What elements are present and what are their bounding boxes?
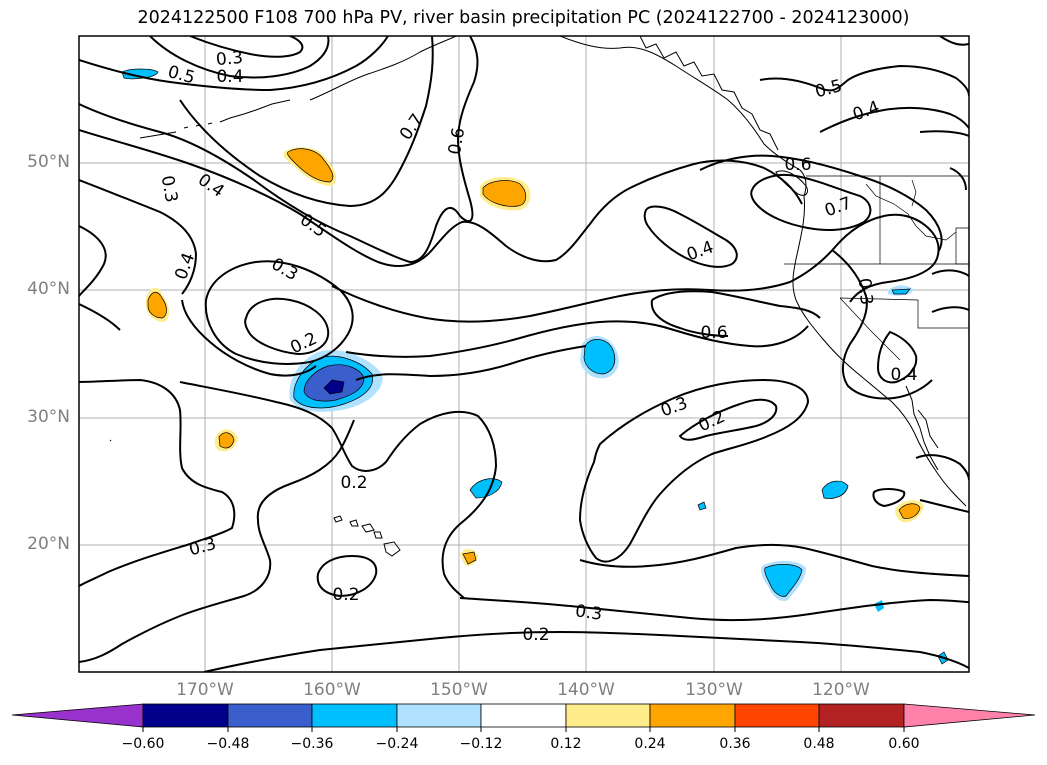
colorbar-extend-high xyxy=(903,703,1036,728)
precip-blobs xyxy=(121,68,949,665)
contour-label: 0.4 xyxy=(216,67,243,87)
contour-label: 0.2 xyxy=(340,473,367,493)
lon-label-150w: 150°W xyxy=(430,680,488,700)
lat-label-30n: 30°N xyxy=(27,407,70,427)
colorbar-tick-label: 0.12 xyxy=(550,736,582,752)
contour-label: 0.5 xyxy=(166,62,197,88)
contour-label: 0.3 xyxy=(574,601,604,625)
colorbar-tick-label: 0.60 xyxy=(888,736,920,752)
contour-07-right xyxy=(750,174,872,231)
colorbar-tick-label: −0.12 xyxy=(459,736,503,752)
negative-blob-120w xyxy=(821,480,849,499)
contour-label: 0.2 xyxy=(332,585,359,605)
colorbar-tick-label: −0.36 xyxy=(290,736,334,752)
negative-blob-175w xyxy=(121,68,159,80)
contour-02-se xyxy=(678,398,778,441)
contour-06-right-outer xyxy=(699,154,943,253)
us-west-coast xyxy=(792,195,967,507)
contour-02-small xyxy=(316,554,378,598)
contour-06-right xyxy=(651,290,821,319)
contour-label: 0.4 xyxy=(194,170,228,202)
contour-03-left xyxy=(79,225,107,297)
lon-label-170w: 170°W xyxy=(176,680,234,700)
colorbar-tick-label: 0.24 xyxy=(634,736,666,752)
contour-top-left-03 xyxy=(189,36,304,58)
contour-label: 0.6 xyxy=(700,323,727,343)
contour-04-top-right xyxy=(819,106,969,133)
contour-label: 0.3 xyxy=(268,254,301,285)
colorbar-tick-label: −0.24 xyxy=(375,736,419,752)
contour-label: 0.3 xyxy=(157,174,181,204)
lat-label-50n: 50°N xyxy=(27,152,70,172)
contour-label: 0.4 xyxy=(684,237,716,265)
contour-03-right-mid xyxy=(931,269,969,277)
contour-label: 0.2 xyxy=(522,625,549,645)
contour-label: 0.7 xyxy=(822,193,854,221)
contour-label: 0.3 xyxy=(187,534,218,560)
contour-02-left xyxy=(79,303,121,331)
contour-05-mid xyxy=(181,299,317,377)
alaska-coast xyxy=(309,36,457,101)
contour-04-right xyxy=(643,205,738,268)
contour-label: 0.3 xyxy=(215,48,244,70)
contour-06 xyxy=(79,36,479,264)
contour-label: 0.3 xyxy=(854,277,876,306)
negative-blob-124w xyxy=(874,600,884,612)
contour-03-ring xyxy=(204,260,354,365)
colorbar-tick-label: −0.48 xyxy=(206,736,250,752)
contour-03-bottom xyxy=(459,597,969,622)
colorbar-tick-label: −0.60 xyxy=(121,736,165,752)
contour-02-ring xyxy=(244,297,330,356)
contour-label: 0.6 xyxy=(445,126,469,156)
colorbar-extend-low xyxy=(11,703,144,728)
lat-label-40n: 40°N xyxy=(27,279,70,299)
contour-03-lower-left xyxy=(79,378,236,587)
contour-03-se-ring xyxy=(578,378,810,563)
contour-label: 0.3 xyxy=(658,393,690,421)
contour-top-left-05 xyxy=(79,36,389,92)
contour-03-right-coast xyxy=(831,249,933,400)
contour-label: 0.4 xyxy=(890,365,917,385)
contour-top-left-04 xyxy=(149,36,330,79)
negative-blob-132w xyxy=(697,501,707,511)
contour-02-bottom xyxy=(203,630,969,672)
lat-label-20n: 20°N xyxy=(27,534,70,554)
map-frame xyxy=(78,35,970,673)
lon-label-140w: 140°W xyxy=(557,680,615,700)
colorbar-tick-label: 0.36 xyxy=(719,736,751,752)
contour-02-lower xyxy=(79,419,355,663)
gridlines xyxy=(79,36,969,672)
pv-contours xyxy=(79,36,969,672)
contour-label: 0.4 xyxy=(850,97,882,125)
colorbar-tick-label: 0.48 xyxy=(803,736,835,752)
contour-04-mid xyxy=(345,320,809,358)
contour-07 xyxy=(179,36,434,208)
map-title: 2024122500 F108 700 hPa PV, river basin … xyxy=(137,8,910,28)
contour-label: 0.5 xyxy=(813,76,844,102)
lon-label-120w: 120°W xyxy=(812,680,870,700)
contour-label: 0.6 xyxy=(784,155,811,175)
contour-04-left xyxy=(79,179,198,295)
lon-label-130w: 130°W xyxy=(685,680,743,700)
contour-05-main xyxy=(79,129,803,267)
contour-02-center xyxy=(179,381,498,599)
contour-05-right xyxy=(331,213,940,323)
negative-blob-148w xyxy=(469,478,503,499)
coastlines xyxy=(109,36,967,557)
hawaii-islands xyxy=(333,515,401,557)
contour-05-top-right xyxy=(759,64,969,97)
contour-03-center xyxy=(355,345,587,381)
lon-label-160w: 160°W xyxy=(303,680,361,700)
colorbar xyxy=(11,703,1036,732)
